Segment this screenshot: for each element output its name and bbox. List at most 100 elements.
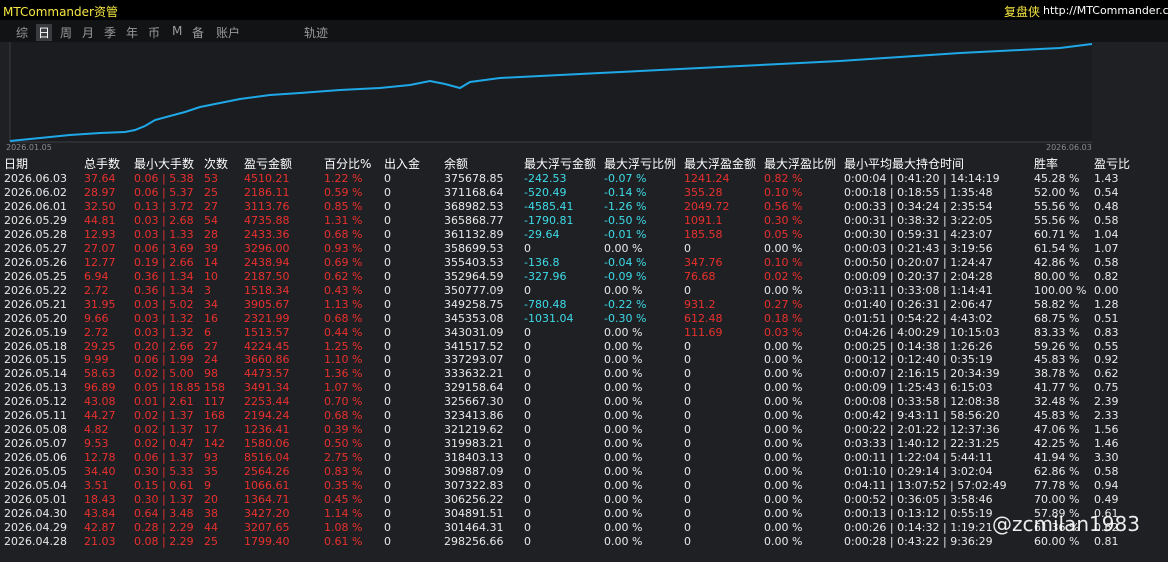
equity-chart-svg: 2026.01.05 2026.06.03 <box>6 42 1093 152</box>
table-cell: 0.00 % <box>764 534 803 548</box>
table-cell: 0 <box>684 409 691 423</box>
table-cell: -0.01 % <box>604 227 647 241</box>
table-cell: 38.78 % <box>1034 367 1080 381</box>
table-cell: 32.48 % <box>1034 395 1080 409</box>
table-cell: 1.22 % <box>324 172 363 185</box>
table-cell: 0.00 % <box>604 241 643 255</box>
table-cell: 0.68 % <box>324 409 363 423</box>
table-cell: 3296.00 <box>244 241 290 255</box>
url-link[interactable]: http://MTCommander.com <box>1043 4 1168 17</box>
table-cell: 2026.05.07 <box>4 437 67 451</box>
tab[interactable]: 轨迹 <box>304 26 329 40</box>
tab[interactable]: 年 <box>126 26 139 40</box>
table-cell: 0.58 <box>1094 465 1119 479</box>
table-cell: 52.00 % <box>1034 185 1080 199</box>
tab[interactable]: 备 <box>192 26 205 40</box>
table-cell: 0:00:07 | 2:16:15 | 20:34:39 <box>844 367 1000 381</box>
table-cell: 319983.21 <box>444 437 504 451</box>
table-cell: 2026.06.01 <box>4 199 67 213</box>
table-cell: 2026.05.20 <box>4 311 67 325</box>
table-cell: 0.00 % <box>604 465 643 479</box>
table-cell: 1.14 % <box>324 507 363 521</box>
table-cell: 0.00 % <box>764 479 803 493</box>
table-cell: 0 <box>524 437 531 451</box>
table-cell: 0 <box>684 507 691 521</box>
table-cell: 0 <box>384 451 391 465</box>
table-cell: 59.26 % <box>1034 339 1080 353</box>
table-cell: 1.56 <box>1094 423 1119 437</box>
table-cell: 41.77 % <box>1034 381 1080 395</box>
tab[interactable]: 日 <box>36 24 53 41</box>
table-cell: 20 <box>204 493 218 507</box>
table-cell: 0 <box>384 534 391 548</box>
tab[interactable]: M <box>172 24 183 38</box>
table-cell: 0.00 % <box>764 339 803 353</box>
table-cell: 0.30 | 5.33 <box>134 465 194 479</box>
table-cell: 0 <box>684 423 691 437</box>
table-cell: 3.51 <box>84 479 109 493</box>
table-cell: 0.56 % <box>764 199 803 213</box>
table-cell: 17 <box>204 423 218 437</box>
brand-link[interactable]: 复盘侠 <box>1004 5 1041 19</box>
tab[interactable]: 账户 <box>216 26 241 40</box>
table-cell: 27 <box>204 339 218 353</box>
table-cell: 0.19 | 2.66 <box>134 255 194 269</box>
table-cell: 371168.64 <box>444 185 504 199</box>
table-cell: 2026.04.28 <box>4 534 67 548</box>
table-cell: 0:00:30 | 0:59:31 | 4:23:07 <box>844 227 993 241</box>
table-cell: -4585.41 <box>524 199 574 213</box>
table-cell: 0.94 <box>1094 479 1119 493</box>
tab[interactable]: 周 <box>60 26 73 40</box>
table-cell: 41.94 % <box>1034 451 1080 465</box>
table-cell: 53 <box>204 172 218 185</box>
table-cell: 0.00 % <box>604 353 643 367</box>
table-cell: 2.72 <box>84 325 109 339</box>
x-start-label: 2026.01.05 <box>6 143 52 152</box>
table-cell: 0:00:42 | 9:43:11 | 58:56:20 <box>844 409 1000 423</box>
table-cell: 2187.50 <box>244 269 290 283</box>
table-cell: 93 <box>204 451 218 465</box>
table-cell: 1236.41 <box>244 423 290 437</box>
table-cell: 14 <box>204 255 218 269</box>
table-cell: 83.33 % <box>1034 325 1080 339</box>
table-cell: 0.00 % <box>604 479 643 493</box>
tab[interactable]: 币 <box>148 26 161 40</box>
tab[interactable]: 月 <box>82 26 95 40</box>
table-cell: -327.96 <box>524 269 567 283</box>
table-cell: 355.28 <box>684 185 723 199</box>
table-cell: 0 <box>524 381 531 395</box>
table-cell: 0 <box>524 283 531 297</box>
table-cell: 3905.67 <box>244 297 290 311</box>
table-cell: 0 <box>684 241 691 255</box>
table-cell: 0.36 | 1.34 <box>134 269 194 283</box>
table-cell: 16 <box>204 311 218 325</box>
table-cell: 0 <box>684 353 691 367</box>
table-cell: 0.61 % <box>324 534 363 548</box>
table-cell: 0 <box>384 269 391 283</box>
table-cell: 0.03 | 1.33 <box>134 227 194 241</box>
table-cell: 0 <box>524 367 531 381</box>
column-header: 盈亏比 <box>1094 157 1131 171</box>
table-cell: 27.07 <box>84 241 116 255</box>
table-cell: 0.02 | 0.47 <box>134 437 194 451</box>
column-header: 余额 <box>444 157 469 171</box>
table-cell: 3 <box>204 283 211 297</box>
table-cell: -1031.04 <box>524 311 574 325</box>
tab[interactable]: 季 <box>104 26 117 40</box>
table-cell: 0 <box>384 241 391 255</box>
table-cell: 0 <box>524 521 531 534</box>
table-cell: 1513.57 <box>244 325 290 339</box>
table-cell: 0.51 <box>1094 311 1119 325</box>
table-cell: 0 <box>384 213 391 227</box>
table-cell: 2026.05.29 <box>4 213 67 227</box>
table-cell: 43.08 <box>84 395 116 409</box>
column-header: 盈亏金额 <box>244 157 293 171</box>
table-cell: -242.53 <box>524 172 567 185</box>
table-cell: 1.13 % <box>324 297 363 311</box>
tab[interactable]: 综 <box>16 26 29 40</box>
table-cell: 329158.64 <box>444 381 504 395</box>
table-cell: 45.83 % <box>1034 409 1080 423</box>
table-cell: 100.00 % <box>1034 283 1087 297</box>
table-cell: 0 <box>684 381 691 395</box>
table-cell: 2186.11 <box>244 185 290 199</box>
